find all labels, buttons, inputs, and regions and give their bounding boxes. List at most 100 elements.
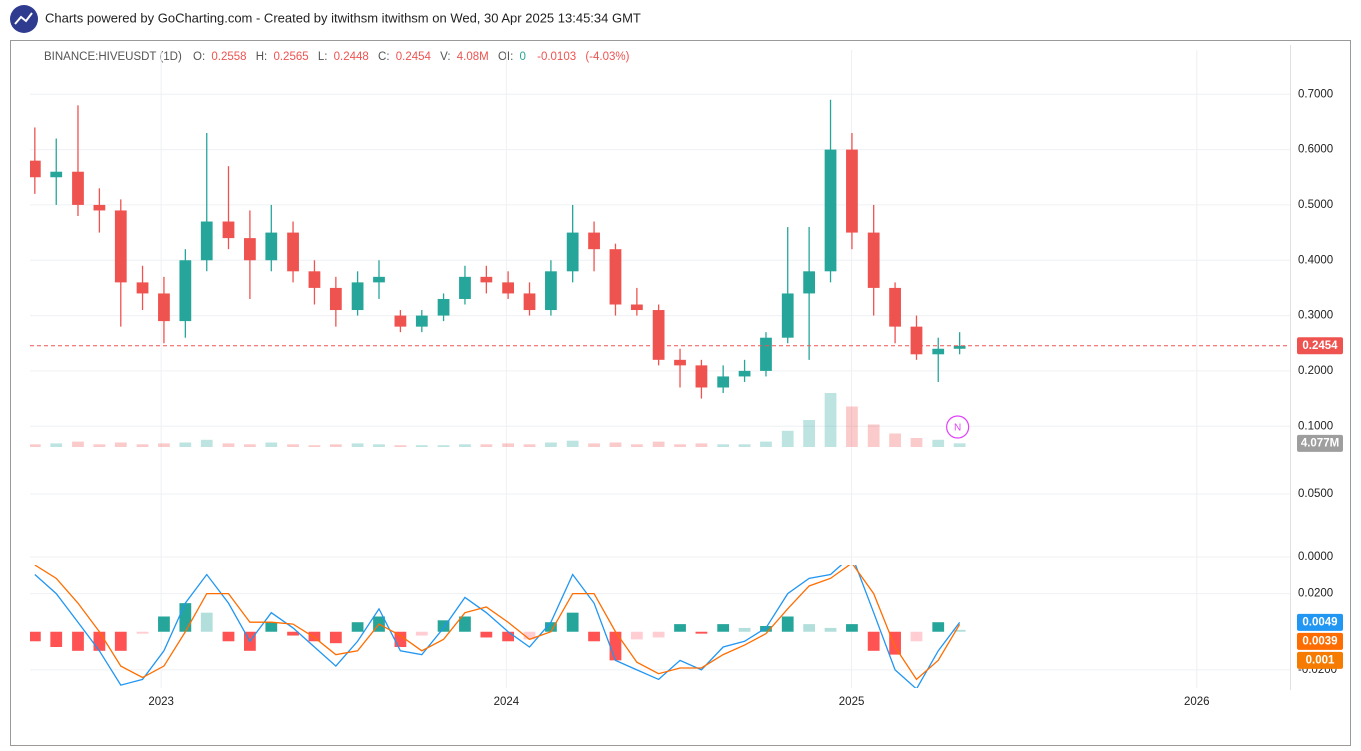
volume-bar (846, 406, 858, 447)
x-tick-label: 2024 (494, 696, 520, 708)
candle-body (566, 232, 579, 272)
change-pct: (-4.03%) (585, 51, 629, 63)
histogram-bar (158, 616, 170, 632)
histogram-bar (824, 627, 837, 632)
volume-bar (114, 442, 127, 447)
histogram-bar (93, 631, 106, 651)
candle-body (179, 260, 192, 322)
volume-bar (781, 430, 794, 447)
volume-bar (244, 444, 256, 447)
candle-body (953, 345, 966, 349)
volume-bar (179, 442, 192, 447)
candle-body (781, 293, 794, 338)
volume-bar (760, 441, 772, 447)
histogram-bar (652, 631, 665, 638)
legend-label: O: (193, 51, 205, 63)
volume-bar (910, 438, 923, 447)
histogram-bar (953, 629, 966, 632)
volume-bar (415, 445, 428, 447)
candle-body (588, 232, 600, 250)
volume-bar (953, 443, 966, 447)
volume-bar (72, 441, 84, 447)
histogram-bar (630, 631, 643, 640)
volume-bar (523, 444, 536, 447)
volume-bar (459, 444, 471, 447)
legend-label: H: (256, 51, 268, 63)
candle-body (630, 304, 643, 311)
volume-bar (738, 444, 751, 447)
histogram-bar (265, 622, 278, 632)
histogram-bar (351, 622, 364, 632)
volume-bar (394, 445, 407, 447)
chart-frame (10, 40, 1351, 746)
volume-bar (803, 420, 816, 447)
y-tick-label: 0.6000 (1298, 144, 1333, 156)
candle-body (652, 310, 665, 360)
volume-bar (889, 433, 901, 447)
y-tick-label: 0.5000 (1298, 199, 1333, 211)
candle-body (158, 293, 170, 322)
volume-bar (932, 439, 945, 447)
histogram-bar (72, 631, 84, 651)
legend-value: 0.2448 (334, 51, 369, 63)
badge-label: 0.2454 (1302, 340, 1338, 352)
candle-body (846, 149, 858, 233)
candle-body (437, 298, 450, 316)
badge-label: 0.0039 (1302, 635, 1337, 647)
volume-bar (136, 444, 149, 447)
volume-bar (867, 424, 880, 447)
histogram-bar (136, 631, 149, 634)
y-tick-label: 0.0200 (1298, 588, 1333, 600)
legend-value: 0.2454 (396, 51, 432, 63)
price-badge (1297, 632, 1343, 650)
x-tick-label: 2026 (1184, 696, 1210, 708)
volume-bar (93, 444, 106, 447)
volume-bar (265, 442, 278, 447)
volume-bar (308, 445, 321, 447)
volume-bar (674, 444, 686, 447)
volume-bar (609, 442, 622, 447)
badge-label: 4.077M (1301, 437, 1339, 449)
histogram-bar (889, 631, 901, 655)
logo-icon (14, 12, 33, 25)
y-tick-label: 0.7000 (1298, 88, 1333, 100)
macd-line (34, 565, 961, 681)
candle-body (200, 221, 213, 261)
legend-value: 0 (520, 51, 526, 63)
histogram-bar (609, 631, 622, 661)
candle-body (889, 287, 901, 327)
y-tick-label: 0.0000 (1298, 551, 1333, 563)
badge-label: 0.001 (1306, 654, 1335, 666)
legend: BINANCE:HIVEUSDT (1D) O: 0.2558 H: 0.256… (44, 51, 630, 63)
candle-body (609, 249, 622, 305)
candle-body (824, 149, 837, 272)
histogram-bar (329, 631, 342, 644)
histogram-bar (30, 631, 41, 642)
candle-body (244, 238, 256, 261)
candle-body (932, 348, 945, 355)
histogram-bar (932, 622, 945, 632)
y-tick-label: 0.3000 (1298, 310, 1333, 322)
candle-body (695, 365, 708, 388)
volume-bar (480, 444, 493, 447)
candle-body (415, 315, 428, 327)
volume-bar (717, 444, 730, 447)
legend-value: 4.08M (457, 51, 489, 63)
volume-bar (566, 440, 579, 447)
volume-bar (200, 439, 213, 447)
volume-bar (351, 443, 364, 447)
legend-label: OI: (498, 51, 513, 63)
candle-body (50, 171, 63, 178)
histogram-bar (695, 631, 708, 634)
volume-bar (158, 443, 170, 447)
histogram-bar (566, 612, 579, 632)
legend-label: V: (440, 51, 450, 63)
histogram-bar (545, 622, 557, 632)
price-badge (1297, 613, 1343, 631)
candle-body (910, 326, 923, 355)
histogram-bar (717, 624, 730, 632)
histogram-bar (222, 631, 235, 642)
event-marker-label: N (954, 423, 961, 434)
macd-line (34, 565, 961, 688)
